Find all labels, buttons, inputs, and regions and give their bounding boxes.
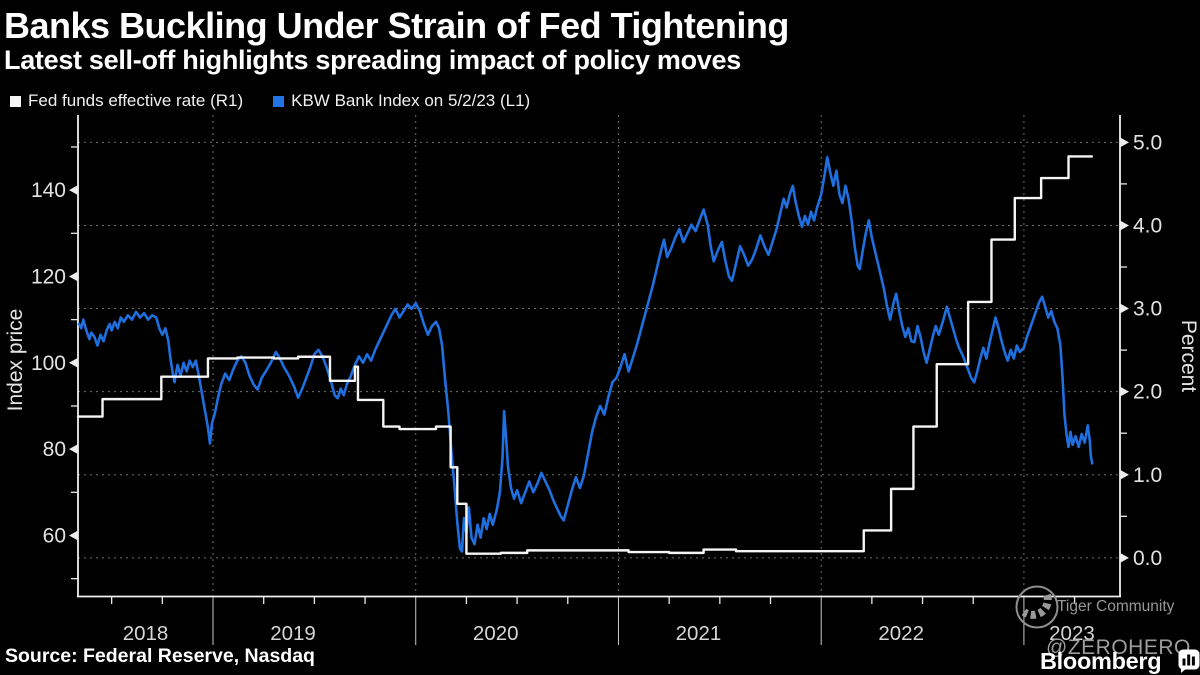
tiger-tail-icon [1021,593,1052,619]
x-axis-year-label: 2021 [676,622,722,645]
left-axis-tick-arrow-icon [69,185,78,196]
fed-funds-legend-swatch-icon [10,95,21,107]
right-axis-tick-arrow-icon [1120,220,1129,231]
right-axis-tick-arrow-icon [1120,469,1129,480]
left-axis-tick-arrow-icon [69,530,78,541]
left-axis-title: Index price [4,309,27,412]
x-axis-year-label: 2022 [878,622,924,645]
kbw-index-line [77,156,1094,553]
chart-legend: Fed funds effective rate (R1) KBW Bank I… [10,91,530,111]
kbw-index-legend-swatch-icon [273,95,285,107]
tiger-community-watermark: Tiger Community [1057,598,1175,615]
page-title: Banks Buckling Under Strain of Fed Tight… [4,5,789,46]
left-axis-tick-arrow-icon [69,444,78,455]
left-axis-tick-label: 120 [31,265,66,288]
right-axis-tick-label: 1.0 [1133,464,1162,487]
right-axis-tick-arrow-icon [1120,552,1129,563]
right-axis-tick-arrow-icon [1120,137,1129,148]
bloomberg-logo: Bloomberg [1040,648,1162,674]
page-subtitle: Latest sell-off highlights spreading imp… [4,45,741,75]
zerohero-watermark: @ZEROHERO [1046,636,1191,659]
right-axis-tick-label: 5.0 [1133,131,1162,154]
left-axis-tick-label: 100 [31,352,66,375]
left-axis-tick-arrow-icon [69,271,78,282]
right-axis-tick-label: 2.0 [1133,381,1162,404]
right-axis-tick-label: 3.0 [1133,298,1162,321]
left-axis-tick-label: 80 [43,438,66,461]
legend-item-fed-funds: Fed funds effective rate (R1) [10,91,243,111]
right-axis-tick-label: 4.0 [1133,214,1162,237]
left-axis-tick-arrow-icon [69,357,78,368]
fed-funds-line [76,155,1094,555]
bloomberg-chart-icon [1178,649,1200,673]
x-axis-year-label: 2020 [473,622,519,645]
x-axis-year-label: 2018 [123,622,169,645]
x-axis-year-label: 2023 [1049,622,1095,645]
source-note: Source: Federal Reserve, Nasdaq [5,645,315,667]
right-axis-tick-label: 0.0 [1133,547,1162,570]
right-axis-title: Percent [1177,320,1200,393]
legend-item-kbw-index: KBW Bank Index on 5/2/23 (L1) [273,91,530,111]
left-axis-tick-label: 140 [31,179,66,202]
right-axis-tick-arrow-icon [1120,303,1129,314]
legend-label-kbw-index: KBW Bank Index on 5/2/23 (L1) [291,91,531,110]
x-axis-year-label: 2019 [270,622,316,645]
right-axis-tick-arrow-icon [1120,386,1129,397]
tiger-community-logo-icon [1015,585,1059,629]
left-axis-tick-label: 60 [43,524,66,547]
legend-label-fed-funds: Fed funds effective rate (R1) [28,91,244,110]
